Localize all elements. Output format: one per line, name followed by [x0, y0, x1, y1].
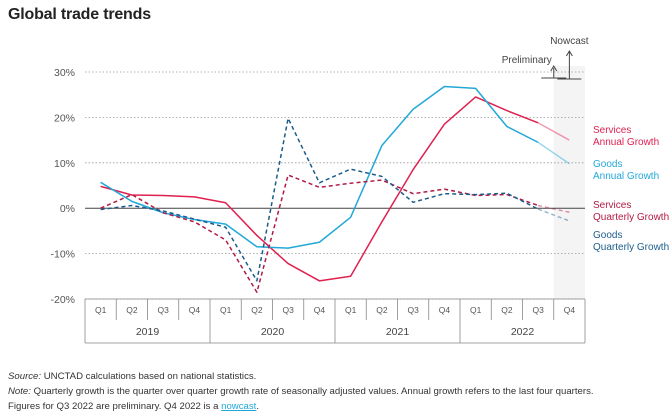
preliminary-arrowhead — [550, 65, 558, 72]
quarter-label: Q4 — [314, 305, 326, 315]
series-nowcast-segment — [537, 204, 570, 214]
y-tick-label: -20% — [50, 294, 75, 306]
series-line — [100, 96, 539, 282]
year-label: 2019 — [136, 326, 160, 338]
grid-lines — [85, 66, 585, 300]
y-tick-label: 10% — [54, 158, 75, 170]
nowcast-arrowhead — [565, 50, 573, 57]
nowcast-label: Nowcast — [550, 36, 589, 47]
year-label: 2022 — [511, 326, 535, 338]
x-axis: Q1 Q2 Q3 Q4 Q1 Q2 Q3 Q4 Q1 Q2 Q3 Q4 Q1 Q2 Q3 Q4 2019 2020… — [84, 298, 586, 344]
y-tick-label: -10% — [50, 249, 75, 261]
series-line — [100, 174, 539, 293]
quarter-label: Q2 — [501, 305, 513, 315]
note-label: Note: — [8, 386, 31, 397]
nowcast-shade — [553, 66, 585, 299]
note-line3-end: . — [256, 401, 259, 412]
quarter-label: Q1 — [470, 305, 482, 315]
note-line3: Figures for Q3 2022 are preliminary. Q4 … — [8, 401, 222, 412]
legend-line2: Annual Growth — [593, 171, 659, 182]
note-text: Quarterly growth is the quarter over qua… — [30, 386, 594, 397]
series-line — [100, 85, 539, 249]
year-label: 2020 — [261, 326, 285, 338]
source-text: UNCTAD calculations based on national st… — [41, 371, 257, 382]
quarter-label: Q3 — [407, 305, 419, 315]
quarter-label: Q1 — [345, 305, 357, 315]
preliminary-label: Preliminary — [502, 55, 552, 66]
quarter-label: Q2 — [376, 305, 388, 315]
quarter-label: Q4 — [189, 305, 201, 315]
series-line — [100, 117, 539, 282]
quarter-label: Q2 — [251, 305, 263, 315]
annotations: Preliminary Nowcast — [502, 36, 589, 80]
quarter-label: Q4 — [564, 305, 576, 315]
source-note: Source: UNCTAD calculations based on nat… — [8, 369, 663, 414]
quarter-label: Q3 — [532, 305, 544, 315]
y-axis-ticks: 30% 20% 10% 0% -10% -20% — [50, 67, 75, 306]
y-tick-label: 30% — [54, 67, 75, 79]
series-layer — [100, 85, 570, 293]
y-tick-label: 0% — [60, 203, 75, 215]
legend-line1: Goods — [593, 230, 622, 241]
quarter-label: Q1 — [95, 305, 107, 315]
quarter-label: Q3 — [282, 305, 294, 315]
source-label: Source: — [8, 371, 42, 382]
legend-line2: Quarterly Growth — [593, 242, 669, 253]
legend-line1: Goods — [593, 159, 622, 170]
series-nowcast-segment — [537, 122, 570, 141]
quarter-label: Q3 — [157, 305, 169, 315]
quarter-label: Q2 — [126, 305, 138, 315]
y-tick-label: 20% — [54, 112, 75, 124]
quarter-label: Q1 — [220, 305, 232, 315]
trade-trends-chart: 30% 20% 10% 0% -10% -20% Q1 Q2 Q3 Q4 Q1 Q2 Q3 Q4 Q1 Q2… — [50, 36, 669, 344]
legend-line1: Services — [593, 200, 631, 211]
legend-line1: Services — [593, 125, 631, 136]
year-label: 2021 — [386, 326, 410, 338]
quarter-label: Q4 — [439, 305, 451, 315]
legend-line2: Annual Growth — [593, 137, 659, 148]
nowcast-link[interactable]: nowcast — [221, 401, 257, 412]
series-nowcast-segment — [537, 141, 570, 165]
chart-title: Global trade trends — [8, 6, 151, 23]
series-nowcast-segment — [537, 208, 570, 222]
legend-line2: Quarterly Growth — [593, 212, 669, 223]
